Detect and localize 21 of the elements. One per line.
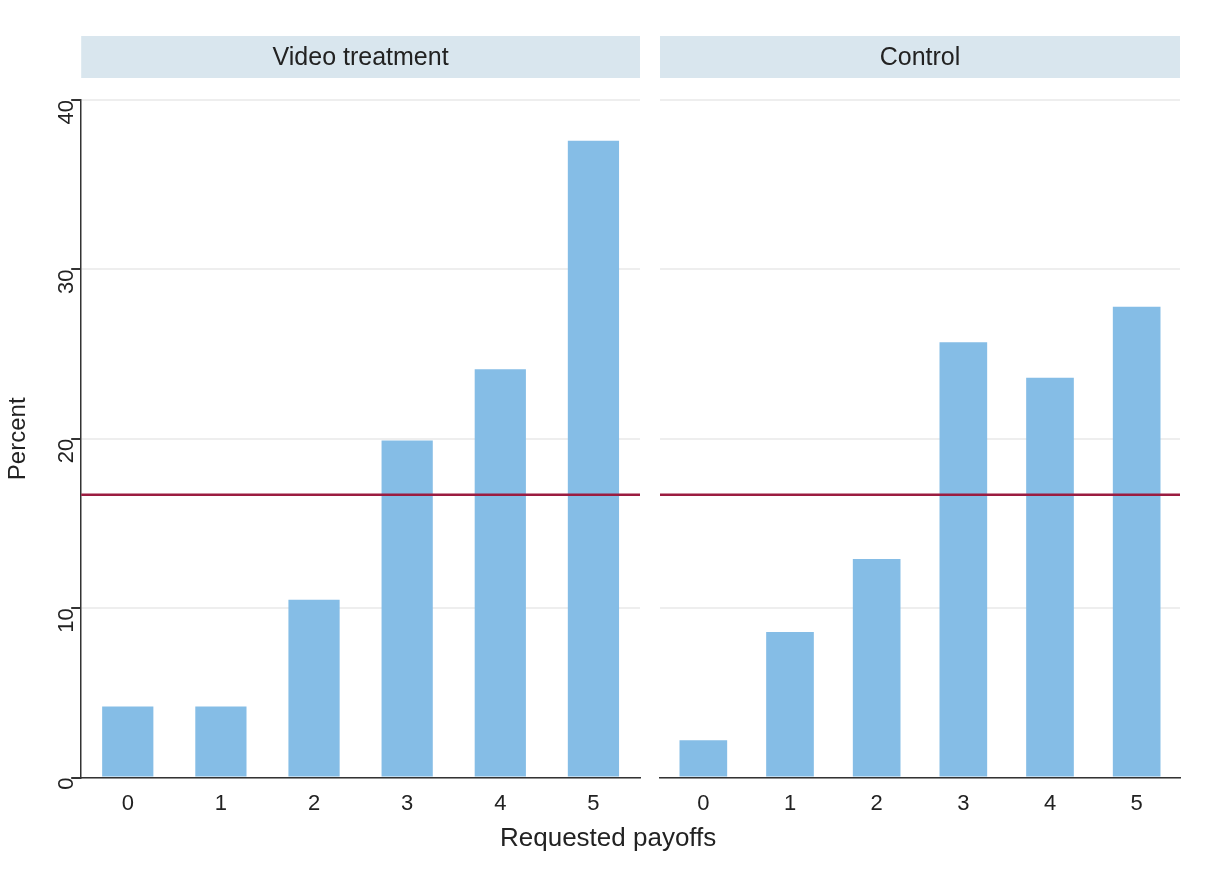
y-tick-label: 20 <box>53 438 79 464</box>
x-tick-label: 3 <box>401 789 414 815</box>
y-axis-title: Percent <box>3 397 31 481</box>
x-tick-label: 1 <box>783 789 797 815</box>
x-tick-label: 1 <box>214 789 228 815</box>
y-tick-label: 0 <box>53 777 79 790</box>
x-tick-label: 5 <box>1130 789 1143 815</box>
y-tick-label: 40 <box>53 100 79 125</box>
x-tick-label: 5 <box>587 789 600 815</box>
x-tick-label: 0 <box>121 789 134 815</box>
y-tick-label: 30 <box>53 269 79 294</box>
x-tick-label: 2 <box>870 789 883 815</box>
x-tick-label: 0 <box>697 789 710 815</box>
x-axis-title: Requested payoffs <box>500 822 717 853</box>
x-tick-label: 4 <box>1043 789 1057 815</box>
chart-title: Video treatment <box>272 41 449 70</box>
chart-title: Control <box>879 41 961 70</box>
x-tick-label: 3 <box>957 789 970 815</box>
y-tick-label: 10 <box>53 608 79 633</box>
x-tick-label: 4 <box>494 789 507 815</box>
x-tick-label: 2 <box>307 789 321 815</box>
